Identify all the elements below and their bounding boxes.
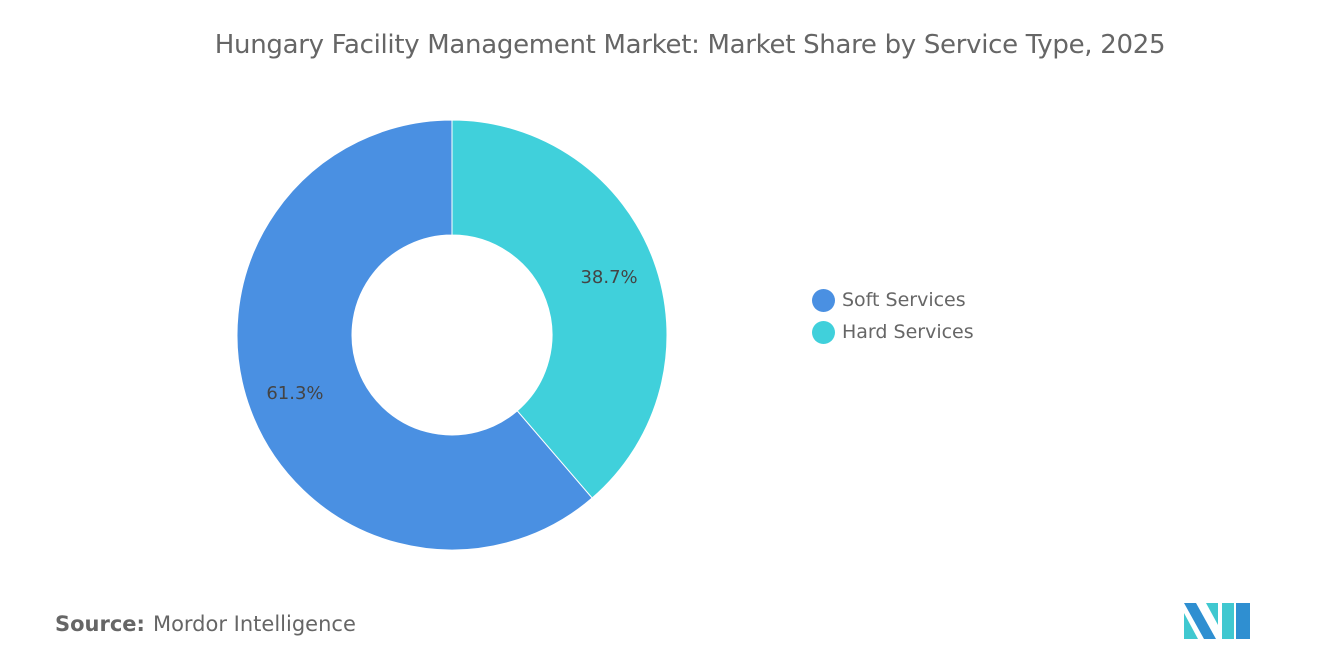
legend-swatch	[812, 288, 835, 312]
legend-label: Soft Services	[842, 289, 966, 311]
data-label: 61.3%	[266, 383, 323, 404]
legend-swatch	[812, 320, 835, 344]
source-value: Mordor Intelligence	[152, 612, 356, 636]
data-label: 38.7%	[580, 267, 637, 288]
legend-item-soft-services[interactable]: Soft Services	[812, 284, 974, 316]
slice-soft-services[interactable]	[236, 119, 593, 551]
legend-item-hard-services[interactable]: Hard Services	[812, 316, 974, 348]
source-note: Source: Mordor Intelligence	[55, 612, 356, 636]
legend: Soft Services Hard Services	[812, 284, 974, 348]
slice-hard-services[interactable]	[451, 119, 668, 499]
chart-title: Hungary Facility Management Market: Mark…	[214, 30, 1166, 60]
source-label: Source:	[55, 612, 145, 636]
legend-label: Hard Services	[842, 321, 974, 343]
mordor-intelligence-logo	[1184, 603, 1250, 639]
